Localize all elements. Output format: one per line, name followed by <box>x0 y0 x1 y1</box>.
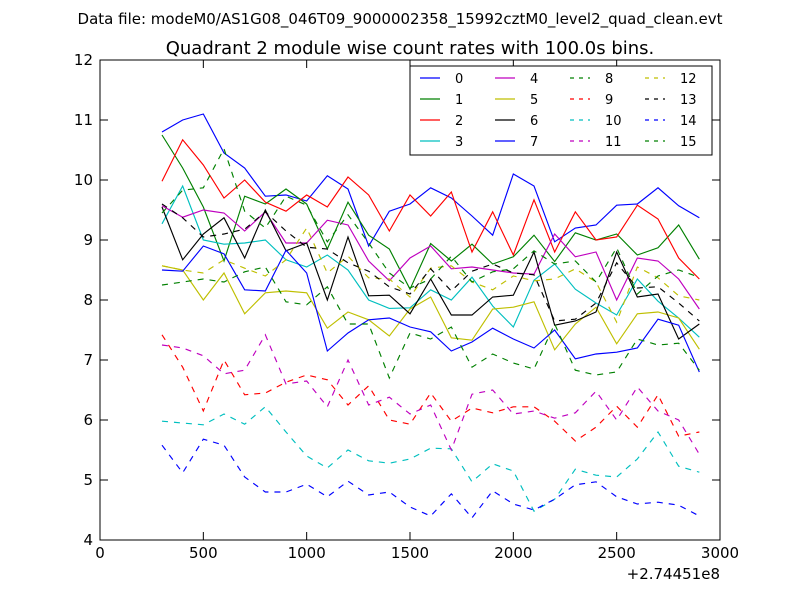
series-line-5 <box>161 265 700 351</box>
x-tick-label: 2500 <box>598 544 636 562</box>
x-tick-label: 0 <box>95 544 105 562</box>
y-tick-label: 6 <box>83 411 93 429</box>
legend-label-11: 11 <box>605 135 622 150</box>
series-line-13 <box>161 203 700 322</box>
y-tick-label: 7 <box>83 351 93 369</box>
series-line-1 <box>161 134 700 291</box>
legend-label-15: 15 <box>680 135 697 150</box>
series-layer <box>161 113 700 519</box>
series-line-2 <box>161 138 700 280</box>
x-tick-label: 2000 <box>494 544 532 562</box>
series-line-11 <box>161 333 700 455</box>
legend-label-10: 10 <box>605 114 622 129</box>
legend-label-6: 6 <box>530 114 538 129</box>
legend-label-13: 13 <box>680 93 697 108</box>
legend-label-5: 5 <box>530 93 538 108</box>
legend-label-2: 2 <box>455 114 463 129</box>
y-tick-label: 8 <box>83 291 93 309</box>
legend-label-0: 0 <box>455 72 463 87</box>
series-line-4 <box>161 205 700 310</box>
legend-label-8: 8 <box>605 72 613 87</box>
legend-label-14: 14 <box>680 114 697 129</box>
legend-label-9: 9 <box>605 93 613 108</box>
legend-label-3: 3 <box>455 135 463 150</box>
y-tick-label: 9 <box>83 231 93 249</box>
x-tick-label: 1500 <box>391 544 429 562</box>
figure-suptitle: Data file: modeM0/AS1G08_046T09_90000023… <box>78 10 723 29</box>
series-line-8 <box>161 266 700 380</box>
x-tick-label: 1000 <box>288 544 326 562</box>
x-tick-label: 3000 <box>701 544 739 562</box>
y-tick-label: 10 <box>74 171 93 189</box>
x-tick-label: 500 <box>189 544 218 562</box>
series-line-9 <box>161 334 700 442</box>
legend-label-1: 1 <box>455 93 463 108</box>
legend-label-4: 4 <box>530 72 538 87</box>
y-tick-label: 5 <box>83 471 93 489</box>
series-line-10 <box>161 405 700 513</box>
series-line-7 <box>161 245 700 373</box>
series-line-15 <box>161 147 700 295</box>
x-axis: 0 500 1000 1500 2000 2500 3000 <box>95 60 739 562</box>
y-tick-label: 11 <box>74 111 93 129</box>
x-offset-label: +2.74451e8 <box>627 565 720 583</box>
series-line-0 <box>161 113 700 248</box>
legend-label-7: 7 <box>530 135 538 150</box>
legend-label-12: 12 <box>680 72 697 87</box>
y-tick-label: 4 <box>83 531 93 549</box>
legend-box <box>409 65 713 156</box>
chart-title: Quadrant 2 module wise count rates with … <box>166 38 655 59</box>
y-tick-label: 12 <box>74 51 93 69</box>
